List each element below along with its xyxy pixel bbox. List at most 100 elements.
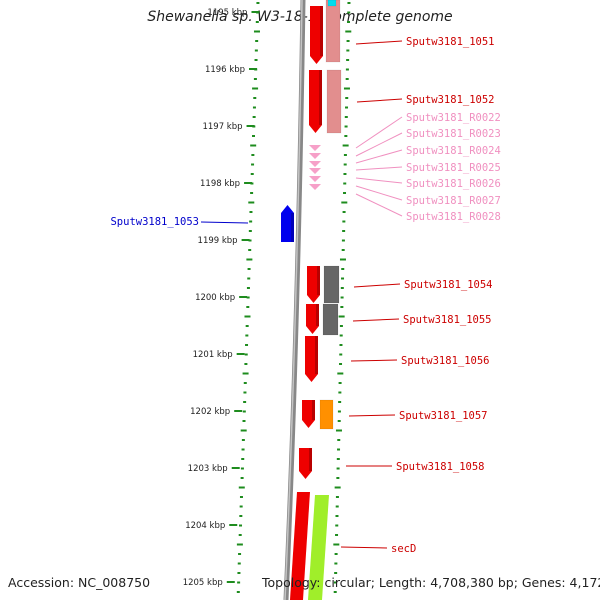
gene-label-sputw3181-r0026[interactable]: Sputw3181_R0026 (406, 178, 501, 190)
gene-label-sputw3181-1058[interactable]: Sputw3181_1058 (396, 461, 485, 473)
axis-dot (245, 344, 249, 346)
ruler-tick-mark (239, 296, 248, 298)
axis-dot (334, 572, 338, 574)
axis-dot (338, 382, 342, 384)
axis-dot (343, 192, 347, 194)
axis-dot (343, 154, 347, 156)
axis-dot (236, 543, 243, 546)
ruler-tick-label: 1202 kbp (190, 407, 230, 417)
axis-dot (345, 30, 352, 33)
ruler-tick-mark (234, 410, 243, 412)
axis-dot (338, 391, 342, 394)
accession-text: Accession: NC_008750 (8, 575, 151, 590)
axis-dot (333, 543, 340, 546)
axis-dot (237, 581, 241, 584)
axis-dot (335, 496, 339, 498)
axis-dot (248, 201, 255, 204)
gene-label-sputw3181-1053[interactable]: Sputw3181_1053 (110, 216, 199, 228)
axis-dot (236, 591, 240, 593)
axis-dot (244, 315, 251, 318)
axis-dot (344, 125, 348, 128)
axis-dot (248, 230, 252, 232)
axis-dot (241, 458, 245, 460)
gene-label-sputw3181-r0025[interactable]: Sputw3181_R0025 (406, 162, 501, 174)
gene-label-secd[interactable]: secD (391, 543, 416, 555)
axis-dot (240, 477, 244, 479)
gene-label-sputw3181-r0028[interactable]: Sputw3181_R0028 (406, 211, 501, 223)
axis-dot (347, 11, 351, 14)
axis-dot (337, 410, 341, 413)
ruler-tick-mark (231, 467, 240, 469)
ruler-tick-mark (251, 11, 260, 13)
axis-dot (253, 30, 260, 33)
axis-dot (244, 363, 248, 365)
label-leader-line (200, 221, 249, 224)
gene-arrow-sputw3181-1058 (299, 448, 312, 479)
ruler-tick-label: 1204 kbp (185, 521, 225, 531)
gene-label-sputw3181-1056[interactable]: Sputw3181_1056 (401, 355, 490, 367)
axis-dot (345, 97, 349, 99)
ruler-tick-label: 1203 kbp (188, 464, 228, 474)
blast-hit-lime (308, 495, 329, 600)
axis-dot (345, 106, 349, 109)
axis-dot (341, 268, 345, 270)
gene-label-sputw3181-r0023[interactable]: Sputw3181_R0023 (406, 128, 501, 140)
gene-label-sputw3181-1057[interactable]: Sputw3181_1057 (399, 410, 488, 422)
gene-arrow-sputw3181-1058-shade (309, 448, 312, 471)
axis-dot (339, 363, 343, 365)
gene-label-sputw3181-1054[interactable]: Sputw3181_1054 (404, 279, 493, 291)
axis-dot (346, 49, 350, 52)
gene-arrow-sputw3181-1057 (302, 400, 315, 428)
axis-dot (251, 154, 255, 156)
gene-label-sputw3181-r0024[interactable]: Sputw3181_R0024 (406, 145, 501, 157)
axis-dot (337, 439, 341, 441)
gene-arrow-sputw3181-1055 (306, 304, 319, 334)
axis-dot (335, 515, 339, 517)
axis-dot (335, 534, 339, 536)
axis-dot (238, 486, 245, 489)
axis-dot (338, 315, 345, 318)
axis-dot (239, 496, 243, 498)
ruler-tick-label: 1200 kbp (195, 293, 235, 303)
ruler-tick-mark (241, 239, 250, 241)
label-leader-line (355, 177, 403, 184)
gene-label-sputw3181-r0022[interactable]: Sputw3181_R0022 (406, 112, 501, 124)
gene-label-sputw3181-1055[interactable]: Sputw3181_1055 (403, 314, 492, 326)
gene-arrow-sputw3181-1057-shade (312, 400, 315, 420)
axis-dot (337, 448, 341, 451)
axis-dot (336, 477, 340, 479)
axis-dot (240, 429, 247, 432)
axis-dot (333, 591, 337, 593)
axis-dot (251, 163, 255, 166)
gene-label-sputw3181-1052[interactable]: Sputw3181_1052 (406, 94, 495, 106)
axis-dot (343, 173, 347, 175)
gene-arrow-sputw3181-1056 (305, 336, 318, 382)
label-layer: Sputw3181_1051 Sputw3181_1052 Sputw3181_R0… (110, 36, 500, 555)
axis-dot (241, 439, 245, 441)
axis-dot (256, 2, 260, 4)
gene-arrow-sputw3181-1051 (310, 6, 323, 64)
axis-dot (249, 220, 253, 223)
gene-label-sputw3181-r0027[interactable]: Sputw3181_R0027 (406, 195, 501, 207)
axis-dot (335, 505, 339, 508)
axis-dot (341, 249, 345, 251)
axis-dot (248, 239, 252, 242)
label-leader-line (355, 193, 403, 217)
axis-dot (333, 581, 337, 584)
axis-dot (245, 334, 249, 337)
axis-layer (236, 2, 352, 593)
axis-dot (335, 429, 342, 432)
axis-dot (342, 211, 346, 213)
axis-dot (337, 420, 341, 422)
axis-dot (253, 78, 257, 80)
axis-dot (339, 344, 343, 346)
axis-dot (339, 258, 346, 261)
axis-dot (340, 287, 344, 289)
axis-dot (339, 325, 343, 327)
label-leader-line (348, 414, 396, 417)
axis-dot (239, 505, 243, 508)
gene-label-sputw3181-1051[interactable]: Sputw3181_1051 (406, 36, 495, 48)
feature-layer (281, 6, 323, 600)
